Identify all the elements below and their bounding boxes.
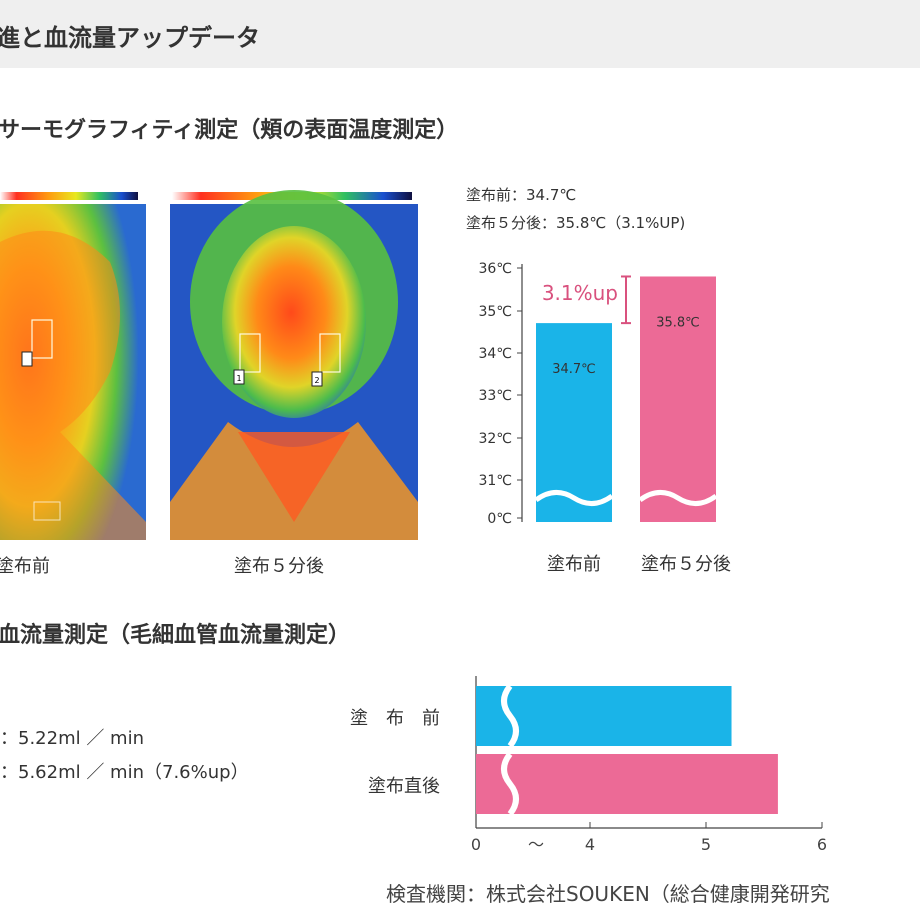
y-tick-label: 34℃ bbox=[478, 346, 512, 362]
bar-1 bbox=[640, 276, 716, 522]
hbar-0 bbox=[476, 686, 732, 746]
y-tick-label: 0℃ bbox=[487, 511, 512, 527]
hbar-1 bbox=[476, 754, 778, 814]
temperature-bar-chart: 0℃ 31℃ 32℃ 33℃ 34℃ 35℃ 36℃ 34.7℃ 塗布前 35.8℃ 塗布５分後 3.… bbox=[478, 261, 731, 575]
summary-before: 塗布前：34.7℃ bbox=[466, 186, 577, 204]
bar-0 bbox=[536, 323, 612, 522]
category-label: 塗 布 前 bbox=[350, 707, 440, 729]
x-tick-label: 0 bbox=[471, 835, 481, 854]
summary-after: 塗布５分後：35.8℃（3.1%UP) bbox=[466, 214, 686, 232]
x-tick-label: 6 bbox=[817, 835, 827, 854]
axis-break-wave bbox=[534, 490, 614, 506]
point-label-2: 2 bbox=[314, 376, 319, 385]
axis-break-wave bbox=[501, 684, 519, 748]
x-tick-label: 5 bbox=[701, 835, 711, 854]
category-label: 塗布前 bbox=[547, 553, 601, 575]
bar-value-label: 35.8℃ bbox=[656, 315, 700, 330]
thermal-image-after: 1 2 bbox=[168, 182, 420, 540]
blood-section-title: 血流量測定（毛細血管血流量測定） bbox=[0, 623, 351, 648]
source-note: 検査機関：株式会社SOUKEN（総合健康開発研究 bbox=[386, 882, 830, 906]
caption-before: 塗布前 bbox=[0, 556, 50, 577]
header-bar: 進と血流量アップデータ bbox=[0, 0, 920, 68]
y-tick-label: 33℃ bbox=[478, 388, 512, 404]
annotation-label: 3.1%up bbox=[542, 281, 618, 305]
x-tick-label: 〜 bbox=[528, 835, 544, 854]
y-tick-label: 32℃ bbox=[478, 431, 512, 447]
thermal-image-before bbox=[0, 182, 146, 540]
axis-break-wave bbox=[501, 752, 519, 816]
blood-after-value: ：5.62ml ／ min（7.6%up） bbox=[0, 762, 249, 783]
y-tick-label: 31℃ bbox=[478, 473, 512, 489]
blood-before-value: ：5.22ml ／ min bbox=[0, 728, 144, 749]
caption-after: 塗布５分後 bbox=[234, 556, 324, 577]
bar-value-label: 34.7℃ bbox=[552, 362, 596, 377]
page-title: 進と血流量アップデータ bbox=[0, 24, 260, 52]
y-tick-label: 36℃ bbox=[478, 261, 512, 277]
thermo-section-title: サーモグラフィティ測定（頬の表面温度測定） bbox=[0, 118, 459, 143]
x-tick-label: 4 bbox=[585, 835, 595, 854]
point-label-1: 1 bbox=[236, 374, 241, 383]
category-label: 塗布５分後 bbox=[641, 553, 731, 575]
axis-break-wave bbox=[638, 490, 718, 506]
y-tick-label: 35℃ bbox=[478, 304, 512, 320]
category-label: 塗布直後 bbox=[368, 775, 440, 797]
